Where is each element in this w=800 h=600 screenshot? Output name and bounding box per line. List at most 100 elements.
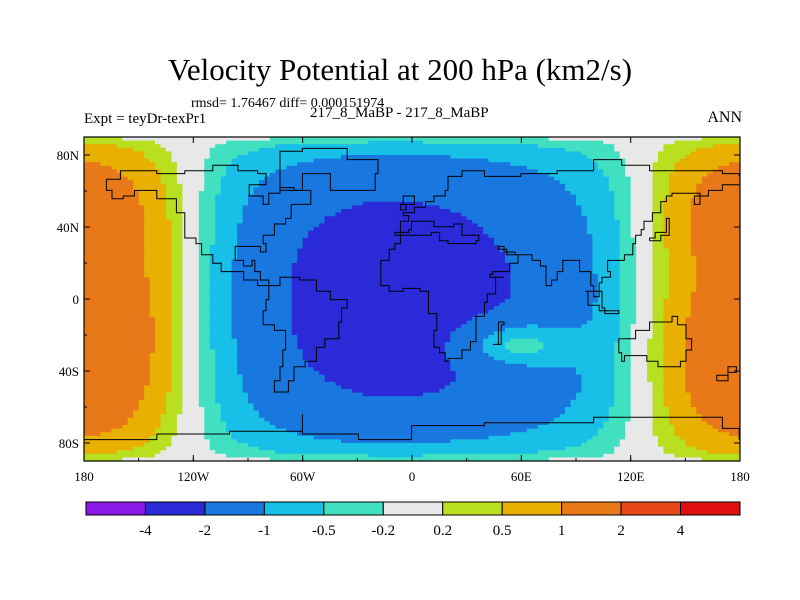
contour-cell <box>209 313 233 318</box>
contour-cell <box>182 410 205 415</box>
contour-cell <box>450 439 588 444</box>
contour-cell <box>215 209 244 214</box>
contour-cell <box>275 450 539 455</box>
contour-cell <box>176 425 205 430</box>
contour-cell <box>84 313 151 318</box>
contour-cell <box>603 169 626 174</box>
contour-cell <box>198 201 216 206</box>
contour-cell <box>144 389 173 394</box>
contour-cell <box>155 428 178 433</box>
contour-cell <box>652 335 665 340</box>
contour-cell <box>231 313 293 318</box>
contour-cell <box>663 446 697 451</box>
contour-cell <box>450 335 490 340</box>
contour-cell <box>450 360 506 365</box>
contour-cell <box>625 173 654 178</box>
contour-cell <box>171 317 183 322</box>
contour-cell <box>198 255 211 260</box>
contour-cell <box>171 252 183 257</box>
contour-cell <box>209 248 238 253</box>
contour-cell <box>220 180 260 185</box>
y-tick-label: 80N <box>57 148 80 163</box>
contour-cell <box>215 381 244 386</box>
contour-cell <box>198 237 216 242</box>
contour-cell <box>652 414 670 419</box>
contour-cell <box>663 399 692 404</box>
contour-cell <box>597 432 626 437</box>
contour-cell <box>182 273 200 278</box>
contour-cell <box>570 191 615 196</box>
contour-cell <box>209 302 233 307</box>
contour-cell <box>707 450 740 455</box>
contour-cell <box>630 212 654 217</box>
contour-cell <box>696 446 740 451</box>
contour-cell <box>220 176 265 181</box>
contour-cell <box>647 342 665 347</box>
contour-cell <box>166 399 183 404</box>
contour-cell <box>696 263 740 268</box>
contour-cell <box>209 291 233 296</box>
contour-cell <box>674 432 730 437</box>
contour-cell <box>84 403 140 408</box>
contour-cell <box>204 173 227 178</box>
contour-cell <box>155 342 173 347</box>
contour-cell <box>231 306 293 311</box>
contour-cell <box>630 194 654 199</box>
contour-cell <box>84 140 156 145</box>
contour-cell <box>231 291 293 296</box>
contour-cell <box>149 281 173 286</box>
contour-cell <box>663 212 692 217</box>
contour-cell <box>652 327 665 332</box>
contour-cell <box>537 425 604 430</box>
contour-cell <box>690 299 740 304</box>
contour-cell <box>171 273 183 278</box>
contour-cell <box>663 227 692 232</box>
contour-cell <box>198 288 211 293</box>
contour-cell <box>663 342 686 347</box>
contour-cell <box>171 259 183 264</box>
contour-cell <box>198 263 211 268</box>
contour-cell <box>494 241 593 246</box>
contour-cell <box>84 425 123 430</box>
contour-cell <box>630 414 654 419</box>
contour-cell <box>275 169 539 174</box>
contour-cell <box>198 234 216 239</box>
contour-cell <box>663 237 692 242</box>
contour-cell <box>166 212 183 217</box>
coastline <box>394 159 740 236</box>
contour-cell <box>231 270 293 275</box>
contour-cell <box>204 169 227 174</box>
contour-cell <box>242 205 353 210</box>
contour-cell <box>198 216 216 221</box>
contour-cell <box>630 410 654 415</box>
contour-cell <box>297 255 506 260</box>
contour-cell <box>652 403 665 408</box>
contour-cell <box>488 234 593 239</box>
contour-cell <box>198 331 211 336</box>
contour-cell <box>614 381 632 386</box>
contour-cell <box>297 432 511 437</box>
contour-cell <box>171 345 183 350</box>
coastline <box>618 315 693 368</box>
contour-cell <box>630 324 654 329</box>
contour-cell <box>144 151 173 156</box>
colorbar-swatch <box>323 501 384 516</box>
contour-cell <box>84 223 145 228</box>
contour-cell <box>592 252 621 257</box>
contour-cell <box>652 389 665 394</box>
contour-cell <box>198 191 222 196</box>
contour-cell <box>84 162 101 167</box>
contour-cell <box>237 248 298 253</box>
contour-cell <box>182 223 200 228</box>
coastline <box>492 321 505 345</box>
contour-cell <box>198 374 216 379</box>
contour-cell <box>690 248 740 253</box>
contour-cell <box>160 144 216 149</box>
contour-cell <box>636 241 654 246</box>
contour-cell <box>84 216 145 221</box>
contour-cell <box>663 144 714 149</box>
contour-cell <box>614 360 632 365</box>
contour-cell <box>450 367 577 372</box>
contour-cell <box>630 191 654 196</box>
contour-cell <box>171 266 183 271</box>
